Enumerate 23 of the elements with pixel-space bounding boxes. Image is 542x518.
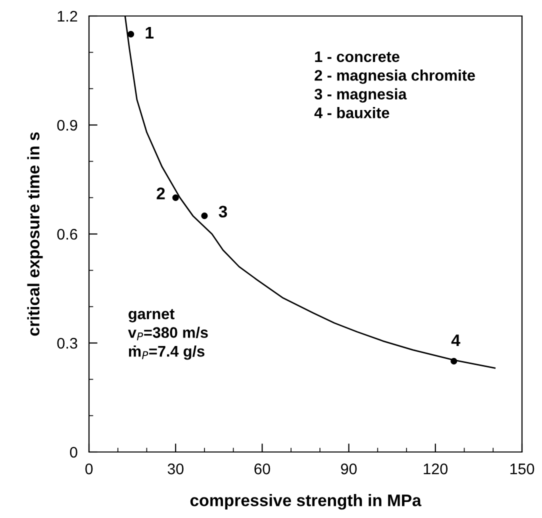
y-tick-label: 0.6 (57, 228, 78, 240)
y-tick-label: 0 (70, 446, 78, 458)
x-tick-label: 120 (424, 464, 448, 474)
x-tick-label: 150 (510, 464, 534, 474)
annotation: 3 (218, 206, 228, 218)
x-axis-title: compressive strength in MPa (190, 494, 422, 510)
y-tick-label: 0.9 (57, 120, 78, 131)
point (450, 358, 458, 364)
point (201, 212, 208, 220)
annotation: 1 (146, 27, 154, 38)
y-tick-label: 1.2 (58, 10, 78, 22)
y-axis-title: critical exposure time in s (27, 132, 43, 336)
x-tick-label: 60 (254, 464, 270, 474)
annotation: 1 - concrete 2 - magnesia chromite 3 - magnesia 4 - bauxite (314, 51, 475, 118)
annotation: garnet v$_{P}$=380 m/s ṁ$_{P}$=7.4 g/s (128, 309, 208, 360)
annotation: 2 (156, 188, 165, 200)
y-tick-label: 0.3 (57, 338, 78, 349)
annotation: 4 (451, 334, 460, 346)
x-tick-label: 0 (85, 464, 93, 474)
x-tick-label: 90 (341, 464, 357, 474)
point (128, 30, 134, 38)
x-tick-label: 30 (168, 464, 184, 474)
point (172, 194, 179, 201)
